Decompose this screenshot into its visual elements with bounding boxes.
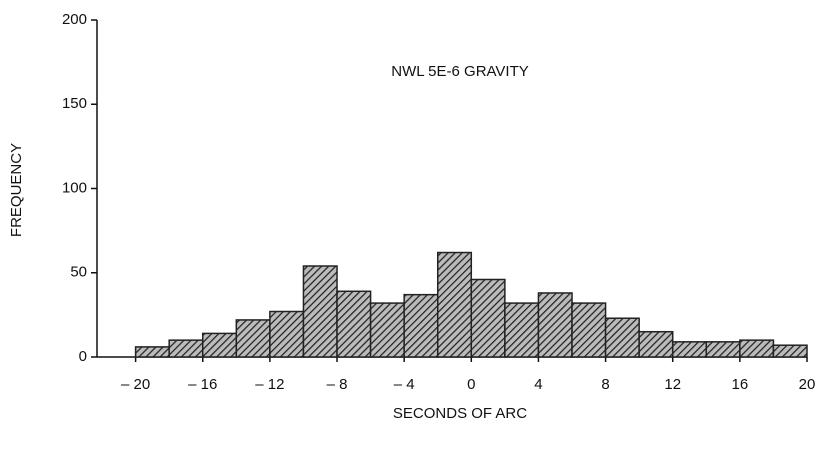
bar <box>739 339 775 358</box>
bar <box>671 341 708 358</box>
x-tick-label: 12 <box>664 376 681 393</box>
y-axis-label: FREQUENCY <box>8 143 25 237</box>
bar <box>168 339 204 358</box>
bar <box>201 332 238 358</box>
y-tick-label: 100 <box>62 179 87 196</box>
y-tick-label: 150 <box>62 95 87 112</box>
bar <box>235 319 271 358</box>
bar <box>705 341 741 358</box>
bar <box>369 302 405 358</box>
chart-title: NWL 5E-6 GRAVITY <box>391 63 529 80</box>
x-tick-label: 0 <box>467 376 475 393</box>
x-axis-label: SECONDS OF ARC <box>393 405 527 422</box>
x-tick-label: – 20 <box>121 376 150 393</box>
x-tick-label: 8 <box>601 376 609 393</box>
x-tick-label: 16 <box>732 376 749 393</box>
bar <box>403 293 439 358</box>
x-tick-label: 20 <box>799 376 816 393</box>
x-tick-label: – 16 <box>188 376 217 393</box>
y-tick-label: 200 <box>62 11 87 28</box>
bar <box>336 290 372 358</box>
bar <box>638 330 674 358</box>
x-tick-label: – 8 <box>327 376 348 393</box>
bar <box>504 302 540 358</box>
y-tick-label: 0 <box>79 348 87 365</box>
bar <box>302 265 338 358</box>
x-tick-label: – 4 <box>394 376 415 393</box>
bar <box>537 292 573 358</box>
bar <box>269 310 305 358</box>
bar <box>604 317 640 358</box>
x-tick-label: – 12 <box>255 376 284 393</box>
x-tick-label: 4 <box>534 376 542 393</box>
bar <box>571 302 607 358</box>
bar <box>470 278 506 358</box>
bar <box>772 344 808 358</box>
y-tick-label: 50 <box>70 264 87 281</box>
bar <box>436 251 473 358</box>
bar <box>134 346 170 358</box>
